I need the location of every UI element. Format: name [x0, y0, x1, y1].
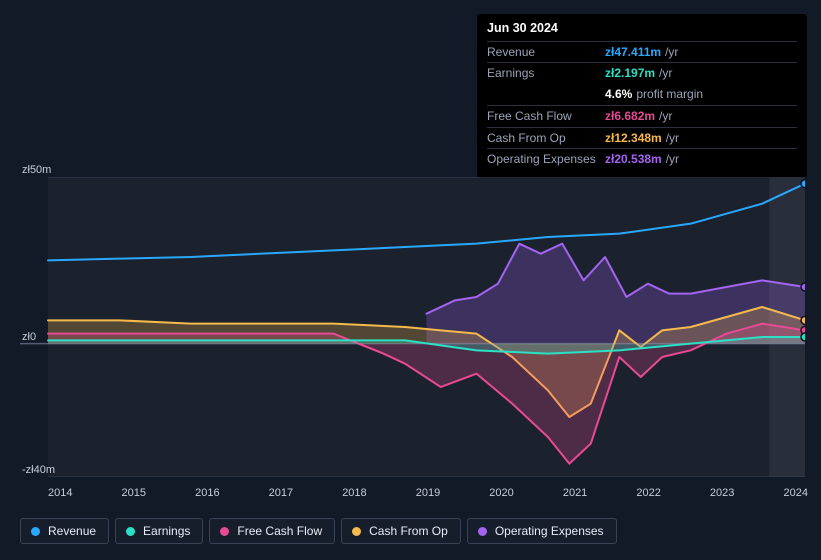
tooltip-row: Revenuezł47.411m/yr — [487, 41, 797, 63]
tooltip-metric-label: Cash From Op — [487, 130, 605, 147]
tooltip-metric-value: 4.6% — [605, 86, 632, 103]
tooltip-row: Operating Expenseszł20.538m/yr — [487, 148, 797, 170]
chart-container: Jun 30 2024 Revenuezł47.411m/yrEarningsz… — [0, 0, 821, 560]
tooltip-metric-label: Operating Expenses — [487, 151, 605, 168]
legend-dot-icon — [478, 527, 487, 536]
legend-chip[interactable]: Operating Expenses — [467, 518, 617, 544]
legend: Revenue Earnings Free Cash Flow Cash From O… — [20, 518, 617, 544]
x-axis-tick: 2020 — [489, 487, 513, 499]
legend-label: Revenue — [48, 524, 96, 538]
legend-label: Earnings — [143, 524, 190, 538]
x-axis-tick: 2019 — [416, 487, 440, 499]
tooltip-row: Cash From Opzł12.348m/yr — [487, 127, 797, 149]
tooltip-metric-value: zł20.538m — [605, 151, 662, 168]
x-axis-tick: 2015 — [122, 487, 146, 499]
legend-dot-icon — [352, 527, 361, 536]
tooltip-date: Jun 30 2024 — [487, 20, 797, 41]
tooltip-metric-value: zł6.682m — [605, 108, 655, 125]
legend-chip[interactable]: Earnings — [115, 518, 203, 544]
x-axis-tick: 2014 — [48, 487, 72, 499]
tooltip-metric-value: zł2.197m — [605, 65, 655, 82]
tooltip-row: 4.6%profit margin — [487, 84, 797, 105]
y-axis-tick: zł50m — [22, 164, 51, 176]
legend-label: Operating Expenses — [495, 524, 604, 538]
tooltip-metric-label: Revenue — [487, 44, 605, 61]
legend-chip[interactable]: Revenue — [20, 518, 109, 544]
tooltip-metric-label: Free Cash Flow — [487, 108, 605, 125]
x-axis-tick: 2021 — [563, 487, 587, 499]
x-axis: 2014 2015 2016 2017 2018 2019 2020 2021 2022 2023… — [48, 487, 808, 499]
legend-label: Free Cash Flow — [237, 524, 322, 538]
tooltip-metric-unit: /yr — [659, 65, 672, 82]
legend-label: Cash From Op — [369, 524, 448, 538]
legend-dot-icon — [31, 527, 40, 536]
legend-dot-icon — [126, 527, 135, 536]
tooltip-metric-unit: /yr — [666, 130, 679, 147]
tooltip-row: Earningszł2.197m/yr — [487, 62, 797, 84]
legend-chip[interactable]: Free Cash Flow — [209, 518, 335, 544]
tooltip-metric-unit: profit margin — [636, 86, 703, 103]
legend-chip[interactable]: Cash From Op — [341, 518, 461, 544]
tooltip-panel: Jun 30 2024 Revenuezł47.411m/yrEarningsz… — [477, 14, 807, 178]
x-axis-tick: 2017 — [269, 487, 293, 499]
x-axis-tick: 2016 — [195, 487, 219, 499]
legend-dot-icon — [220, 527, 229, 536]
tooltip-metric-value: zł47.411m — [605, 44, 661, 61]
x-axis-tick: 2022 — [636, 487, 660, 499]
x-axis-tick: 2024 — [783, 487, 807, 499]
tooltip-metric-unit: /yr — [665, 44, 678, 61]
tooltip-metric-unit: /yr — [659, 108, 672, 125]
x-axis-tick: 2023 — [710, 487, 734, 499]
tooltip-metric-label — [487, 86, 605, 103]
chart-plot[interactable] — [20, 177, 805, 477]
tooltip-metric-value: zł12.348m — [605, 130, 662, 147]
tooltip-metric-unit: /yr — [666, 151, 679, 168]
x-axis-tick: 2018 — [342, 487, 366, 499]
tooltip-row: Free Cash Flowzł6.682m/yr — [487, 105, 797, 127]
tooltip-metric-label: Earnings — [487, 65, 605, 82]
